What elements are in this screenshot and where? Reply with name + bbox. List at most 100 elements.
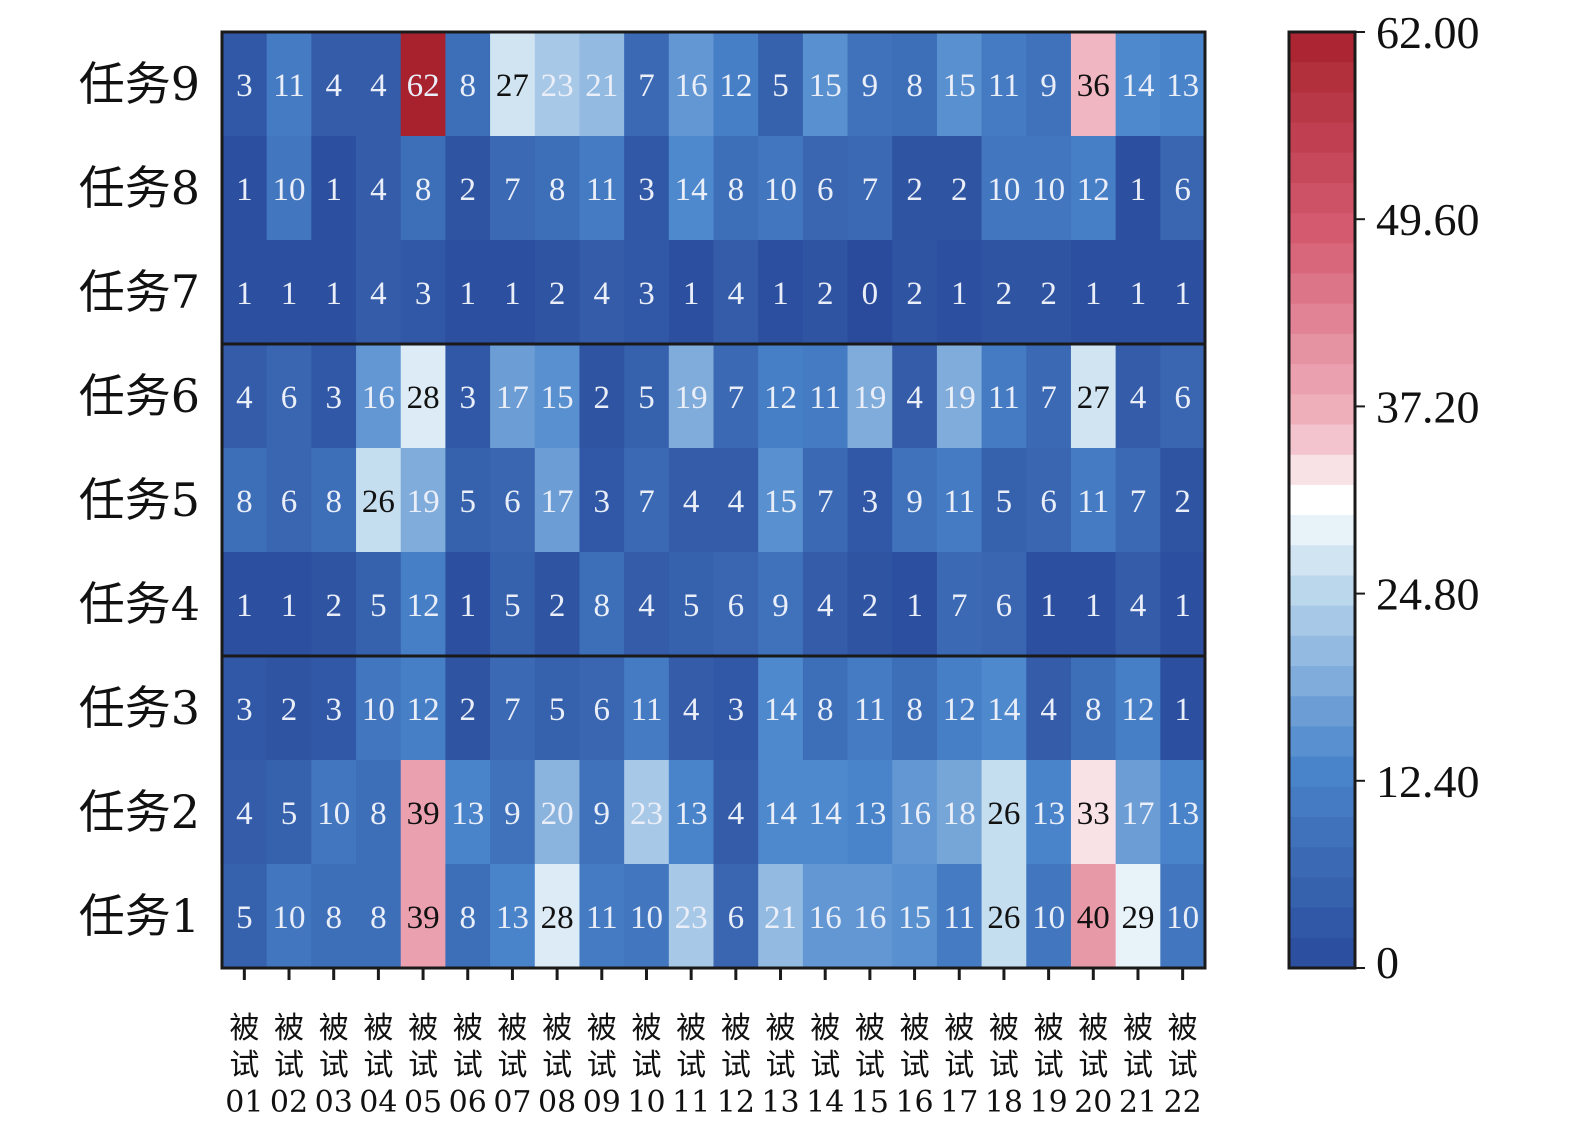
heatmap-cell [936, 344, 983, 449]
heatmap-cell [490, 864, 536, 969]
x-tick-label: 被试 10 [627, 1011, 665, 1120]
cell-value-label: 6 [728, 900, 745, 936]
heatmap-cell [222, 864, 268, 969]
heatmap-cell [892, 448, 938, 553]
cell-value-label: 11 [273, 68, 305, 104]
cell-value-label: 6 [1040, 484, 1057, 520]
cell-value-label: 1 [325, 172, 342, 208]
heatmap-cell [445, 136, 491, 241]
cell-value-label: 17 [496, 380, 529, 416]
heatmap-cell [490, 32, 536, 137]
cell-value-label: 6 [281, 484, 298, 520]
heatmap-cell [1160, 448, 1206, 553]
cell-value-label: 10 [1166, 900, 1199, 936]
heatmap-cell [311, 760, 357, 865]
heatmap-cell [668, 656, 715, 761]
colorbar-band [1289, 575, 1355, 607]
cell-value-label: 8 [549, 172, 566, 208]
heatmap-cell [713, 240, 759, 345]
cell-value-label: 8 [460, 900, 477, 936]
y-tick-label: 任务8 [79, 161, 200, 215]
heatmap-cell [490, 240, 536, 345]
cell-value-label: 7 [504, 172, 521, 208]
cell-value-label: 3 [415, 276, 432, 312]
cell-value-label: 1 [281, 276, 298, 312]
cell-value-label: 11 [809, 380, 841, 416]
heatmap-cell [1026, 240, 1072, 345]
colorbar-band [1289, 454, 1355, 486]
heatmap-cell [892, 240, 938, 345]
colorbar-tick-label: 49.60 [1376, 194, 1480, 245]
heatmap-cell [758, 552, 804, 657]
y-tick-label: 任务4 [79, 577, 200, 631]
heatmap-cell [1026, 344, 1072, 449]
heatmap-cell [1026, 760, 1072, 865]
cell-value-label: 26 [987, 796, 1020, 832]
cell-value-label: 29 [1121, 900, 1154, 936]
heatmap-cell [802, 136, 849, 241]
heatmap-cell [579, 136, 625, 241]
cell-value-label: 8 [460, 68, 477, 104]
heatmap-cell [266, 448, 312, 553]
cell-value-label: 13 [1166, 68, 1199, 104]
cell-value-label: 0 [862, 276, 879, 312]
heatmap-cell [356, 32, 402, 137]
heatmap-cell [758, 656, 804, 761]
cell-value-label: 1 [1085, 588, 1102, 624]
cell-value-label: 26 [362, 484, 395, 520]
cell-value-label: 28 [407, 380, 440, 416]
heatmap-cell [222, 656, 268, 761]
cell-value-label: 16 [675, 68, 708, 104]
heatmap-cell [668, 448, 715, 553]
cell-value-label: 9 [1040, 68, 1057, 104]
heatmap-cell [222, 136, 268, 241]
heatmap-cell [222, 240, 268, 345]
cell-value-label: 4 [594, 276, 611, 312]
cell-value-label: 6 [504, 484, 521, 520]
cell-value-label: 5 [638, 380, 655, 416]
y-tick-label: 任务1 [79, 889, 200, 943]
heatmap-cell [981, 448, 1027, 553]
heatmap-cell [490, 552, 536, 657]
cell-value-label: 13 [853, 796, 886, 832]
heatmap-cell [490, 656, 536, 761]
cell-value-label: 1 [236, 276, 253, 312]
cell-value-label: 1 [460, 588, 477, 624]
cell-value-label: 12 [764, 380, 797, 416]
colorbar-band [1289, 394, 1355, 426]
colorbar-band [1289, 243, 1355, 275]
colorbar: 0 12.40 24.80 37.20 49.60 62.00 [1287, 7, 1480, 988]
cell-value-label: 8 [236, 484, 253, 520]
heatmap-cell [1070, 32, 1117, 137]
colorbar-band [1289, 847, 1355, 879]
heatmap-cell [1115, 760, 1161, 865]
cell-value-label: 5 [772, 68, 789, 104]
heatmap-cell [936, 864, 983, 969]
heatmap-cell [311, 344, 357, 449]
colorbar-band [1289, 756, 1355, 788]
heatmap-cell [1160, 344, 1206, 449]
cell-value-label: 16 [853, 900, 886, 936]
heatmap-cell [222, 448, 268, 553]
cell-value-label: 13 [496, 900, 529, 936]
heatmap-cell [400, 32, 447, 137]
heatmap-cell [802, 864, 849, 969]
heatmap-cell [356, 656, 402, 761]
heatmap-cell [311, 552, 357, 657]
cell-value-label: 2 [951, 172, 968, 208]
heatmap-cell [266, 864, 312, 969]
x-tick-label: 被试 20 [1074, 1011, 1112, 1120]
cell-value-label: 7 [1040, 380, 1057, 416]
cell-value-label: 16 [809, 900, 842, 936]
heatmap-cell [847, 136, 893, 241]
cell-value-label: 1 [1130, 276, 1147, 312]
heatmap-cell [668, 344, 715, 449]
cell-value-label: 19 [407, 484, 440, 520]
colorbar-band [1289, 213, 1355, 244]
cell-value-label: 5 [236, 900, 253, 936]
cell-value-label: 10 [1032, 172, 1065, 208]
colorbar-band [1289, 666, 1355, 697]
cell-value-label: 36 [1077, 68, 1110, 104]
cell-value-label: 14 [1121, 68, 1154, 104]
